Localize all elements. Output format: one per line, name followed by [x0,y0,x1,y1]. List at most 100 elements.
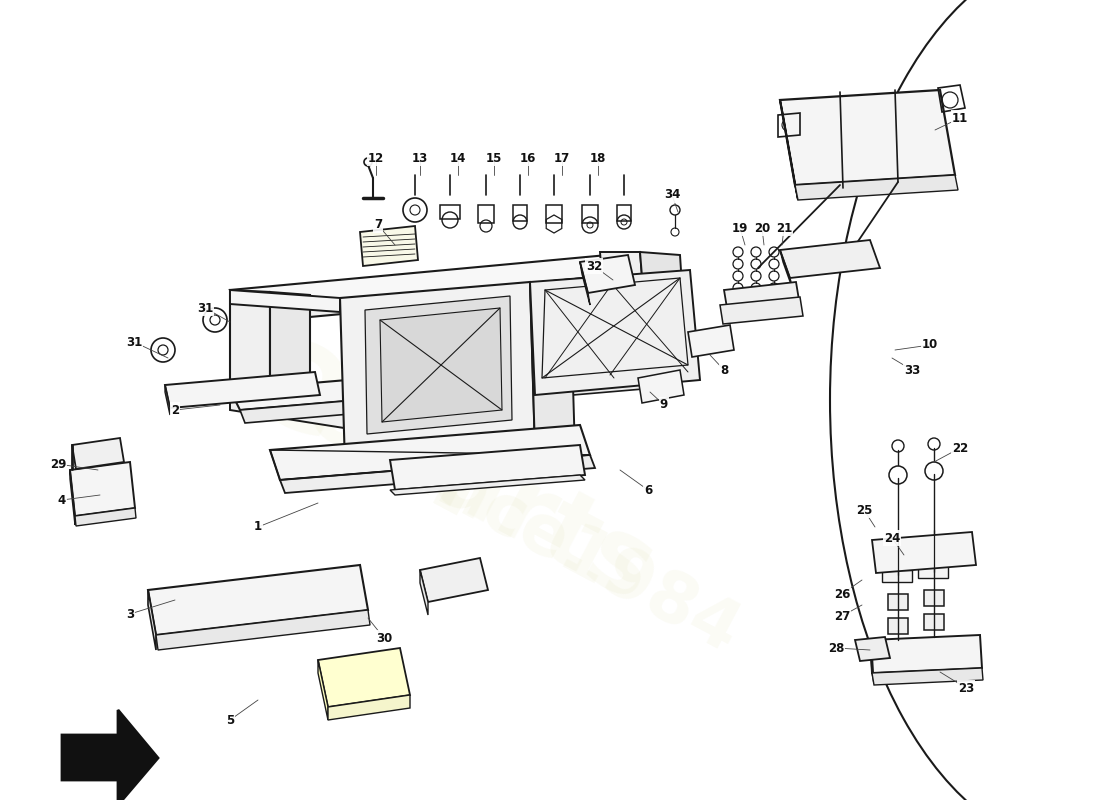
Text: 6: 6 [644,483,652,497]
Text: 25: 25 [856,503,872,517]
Bar [546,205,562,223]
Text: 20: 20 [754,222,770,234]
Polygon shape [165,372,320,408]
Text: since1984: since1984 [370,422,751,668]
Bar [582,205,598,223]
Polygon shape [280,455,595,493]
Text: 10: 10 [922,338,938,351]
Polygon shape [420,558,488,602]
Text: oparts: oparts [289,356,671,624]
Text: 22: 22 [952,442,968,454]
Text: 12: 12 [367,151,384,165]
Text: 28: 28 [828,642,844,654]
Polygon shape [270,425,590,480]
Polygon shape [795,175,958,200]
Bar [617,205,631,221]
Text: 33: 33 [904,363,920,377]
Text: 2: 2 [170,403,179,417]
Polygon shape [638,370,684,403]
Text: eur: eur [218,297,542,563]
Bar [924,590,944,606]
Polygon shape [165,385,170,415]
Text: 9: 9 [660,398,668,411]
Text: 21: 21 [776,222,792,234]
Polygon shape [420,570,428,615]
Text: 31: 31 [125,335,142,349]
Text: 3: 3 [125,607,134,621]
Polygon shape [72,438,124,469]
Text: 15: 15 [486,151,503,165]
Polygon shape [724,282,800,314]
Polygon shape [230,355,650,410]
Bar [440,205,460,219]
Text: 23: 23 [958,682,975,694]
Polygon shape [872,532,976,573]
Polygon shape [600,252,650,378]
Polygon shape [530,270,700,395]
Polygon shape [390,445,585,490]
Polygon shape [62,710,158,800]
Polygon shape [230,252,650,310]
Text: 29: 29 [50,458,66,470]
Polygon shape [148,590,156,650]
Polygon shape [379,308,502,422]
Text: 4: 4 [58,494,66,506]
Text: 24: 24 [883,531,900,545]
Polygon shape [780,100,798,200]
Polygon shape [318,648,410,707]
Polygon shape [70,462,135,516]
Polygon shape [156,610,370,650]
Bar [478,205,494,223]
Polygon shape [360,226,418,266]
Polygon shape [75,508,136,526]
Polygon shape [270,292,310,403]
Polygon shape [870,640,874,684]
Text: 18: 18 [590,151,606,165]
Polygon shape [230,290,340,312]
Text: 17: 17 [554,151,570,165]
Polygon shape [855,637,890,661]
Polygon shape [872,668,983,685]
Polygon shape [720,297,803,324]
Text: 8: 8 [719,363,728,377]
Bar [888,594,907,610]
Polygon shape [390,475,585,495]
Text: 1: 1 [254,521,262,534]
Polygon shape [230,390,420,440]
Bar [882,570,912,582]
Text: 19: 19 [732,222,748,234]
Polygon shape [780,250,793,290]
Polygon shape [240,375,654,423]
Polygon shape [70,470,75,525]
Polygon shape [780,240,880,278]
Polygon shape [148,565,368,635]
Text: 5: 5 [226,714,234,726]
Polygon shape [240,272,654,323]
Text: 32: 32 [586,259,602,273]
Bar [513,205,527,221]
Text: 11: 11 [952,111,968,125]
Polygon shape [318,660,328,720]
Polygon shape [230,290,270,400]
Text: 31: 31 [197,302,213,314]
Bar [918,566,948,578]
Text: 34: 34 [663,189,680,202]
Text: 7: 7 [374,218,382,231]
Text: 26: 26 [834,587,850,601]
Bar [924,614,944,630]
Polygon shape [780,90,955,185]
Polygon shape [580,255,635,293]
Polygon shape [640,252,688,378]
Polygon shape [365,296,512,434]
Polygon shape [530,282,575,452]
Text: 14: 14 [450,151,466,165]
Text: 13: 13 [411,151,428,165]
Polygon shape [328,695,410,720]
Polygon shape [870,635,982,673]
Text: 30: 30 [376,631,392,645]
Text: 27: 27 [834,610,850,622]
Bar [888,618,907,634]
Polygon shape [688,325,734,357]
Text: 16: 16 [520,151,536,165]
Polygon shape [340,282,535,465]
